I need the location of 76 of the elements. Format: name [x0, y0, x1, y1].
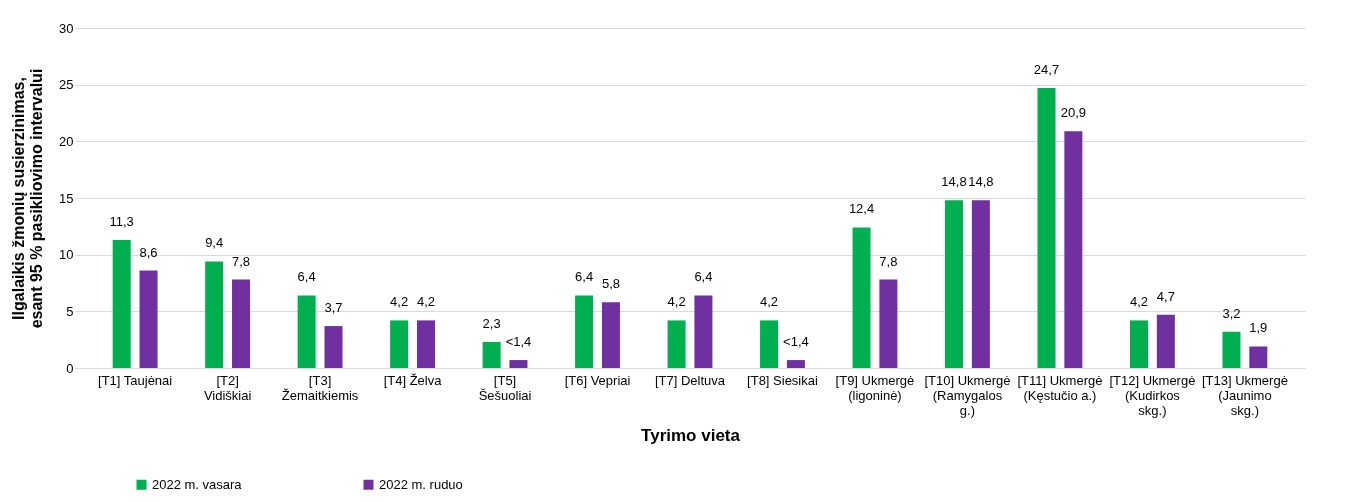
data-label: 4,2	[667, 294, 686, 310]
data-label: 20,9	[1060, 105, 1087, 121]
bar	[324, 326, 343, 368]
legend-label: 2022 m. vasara	[152, 476, 243, 492]
bar	[1037, 88, 1056, 368]
data-label: 4,2	[416, 294, 436, 310]
y-tick-label: 15	[59, 190, 74, 206]
data-label: 8,6	[139, 244, 158, 260]
y-tick-label: 5	[66, 303, 74, 319]
bar	[112, 239, 131, 368]
data-label: 24,7	[1033, 62, 1060, 78]
x-tick-label: [T12] Ukmergė (Kudirkos skg.)	[1109, 372, 1196, 418]
bar	[760, 320, 779, 368]
bar	[139, 270, 158, 368]
data-label: 4,2	[1129, 294, 1149, 310]
data-label: 4,7	[1156, 288, 1175, 304]
data-label: 6,4	[694, 269, 713, 285]
bar	[416, 320, 435, 368]
bar	[1064, 131, 1083, 368]
x-tick-label: [T8] Siesikai	[747, 372, 818, 388]
bar	[879, 279, 898, 368]
legend-label: 2022 m. ruduo	[379, 476, 463, 492]
y-tick-label: 25	[59, 77, 74, 93]
x-tick-label: [T9] Ukmergė (ligoninė)	[835, 372, 915, 403]
y-tick-label: 20	[59, 133, 74, 149]
data-label: 14,8	[968, 174, 994, 190]
bar	[601, 302, 620, 368]
x-tick-label: [T10] Ukmergė (Ramygalos g.)	[924, 372, 1011, 418]
bar	[667, 320, 686, 368]
bar	[297, 295, 316, 368]
data-label: 6,4	[297, 269, 316, 285]
data-label: 7,8	[879, 253, 898, 269]
x-tick-label: [T3] Žemaitkiemis	[281, 372, 359, 403]
bar	[232, 279, 251, 368]
data-label: 3,7	[324, 300, 343, 316]
bar	[482, 341, 501, 368]
bar	[786, 360, 805, 368]
data-label: <1,4	[783, 334, 809, 350]
data-label: 6,4	[575, 269, 594, 285]
x-tick-label: [T7] Deltuva	[654, 372, 726, 388]
data-label: 14,8	[941, 174, 967, 190]
bar	[945, 200, 964, 368]
x-tick-label: [T1] Taujėnai	[98, 372, 173, 388]
bar	[205, 261, 224, 368]
x-tick-label: [T2] Vidiškiai	[203, 372, 252, 403]
bar	[1249, 346, 1268, 368]
x-tick-label: [T11] Ukmergė (Kęstučio a.)	[1017, 372, 1103, 403]
y-axis-title: Ilgalaikis žmonių susierzinimas, esant 95 % pasikliovimo intervalui	[10, 68, 46, 329]
data-label: 7,8	[231, 253, 251, 269]
data-label: 2,3	[482, 315, 501, 331]
bar	[1222, 331, 1241, 368]
x-tick-label: [T5] Šešuoliai	[478, 372, 532, 403]
x-tick-label: [T4] Želva	[383, 372, 443, 388]
x-tick-label: [T6] Vepriai	[564, 372, 631, 388]
data-label: 3,2	[1222, 305, 1241, 321]
data-label: 4,2	[390, 294, 409, 310]
bar	[390, 320, 409, 368]
data-label: 4,2	[760, 294, 779, 310]
y-tick-label: 0	[66, 360, 74, 376]
data-label: 5,8	[601, 276, 620, 292]
bar	[694, 295, 713, 368]
x-axis-title: Tyrimo vieta	[641, 425, 741, 445]
y-tick-label: 10	[59, 247, 74, 263]
bar	[852, 227, 871, 368]
data-label: 1,9	[1249, 320, 1268, 336]
data-label: <1,4	[505, 334, 532, 350]
bar	[575, 295, 594, 368]
data-label: 11,3	[109, 213, 134, 229]
data-label: 9,4	[205, 235, 224, 251]
data-label: 12,4	[848, 201, 875, 217]
bar	[1129, 320, 1148, 368]
y-tick-label: 30	[59, 20, 74, 36]
bar	[971, 200, 990, 368]
x-tick-label: [T13] Ukmergė (Jaunimo skg.)	[1201, 372, 1288, 418]
bar	[1156, 314, 1175, 368]
bar	[509, 360, 528, 368]
